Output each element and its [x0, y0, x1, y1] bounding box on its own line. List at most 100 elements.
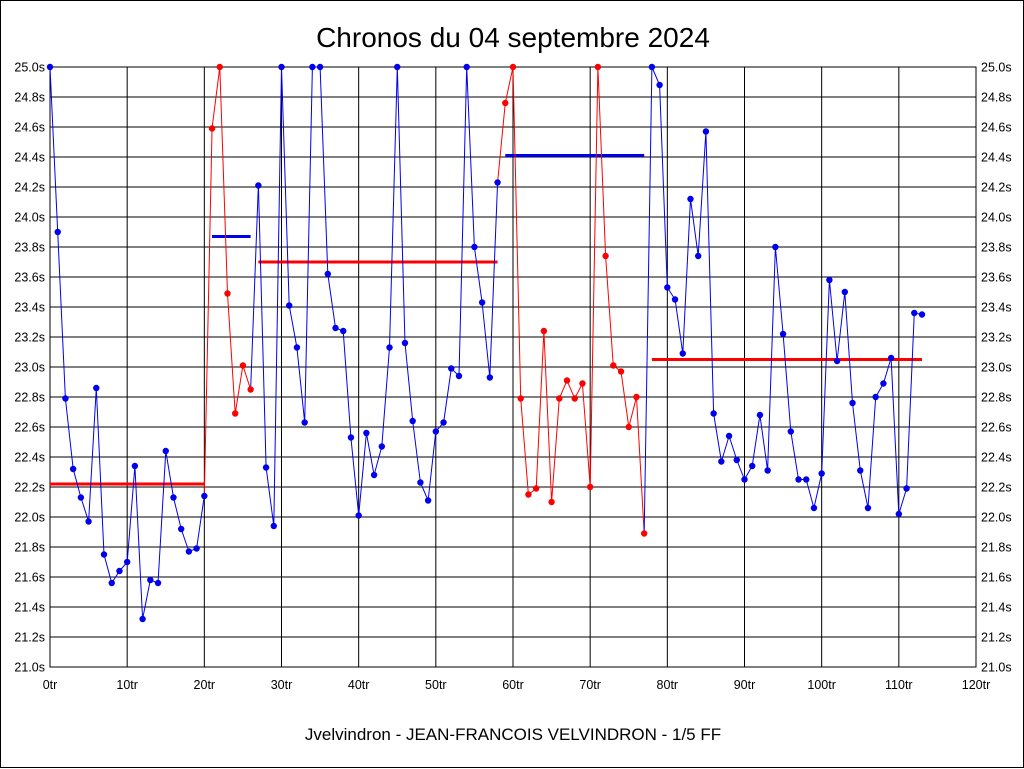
- data-point: [216, 63, 223, 71]
- data-point: [208, 125, 216, 132]
- y-tick-label-left: 24.6s: [14, 121, 45, 135]
- y-tick-label-right: 22.0s: [981, 511, 1012, 525]
- data-point: [610, 362, 617, 369]
- y-tick-label-left: 22.4s: [14, 451, 45, 465]
- y-tick-label-right: 21.4s: [981, 601, 1012, 615]
- data-points: [46, 63, 926, 623]
- data-point: [286, 302, 293, 309]
- data-point: [401, 339, 409, 347]
- data-point: [471, 243, 478, 251]
- data-point: [579, 380, 586, 387]
- data-point: [687, 195, 694, 203]
- data-point: [787, 428, 794, 435]
- x-tick-label: 50tr: [425, 678, 447, 692]
- data-point: [409, 417, 416, 425]
- y-tick-label-left: 22.0s: [14, 511, 45, 525]
- data-point: [918, 311, 926, 318]
- y-tick-label-left: 24.4s: [14, 151, 45, 165]
- data-point: [679, 350, 686, 357]
- data-point: [764, 467, 771, 474]
- y-tick-label-left: 21.2s: [14, 631, 45, 645]
- data-point: [116, 567, 123, 575]
- y-tick-label-left: 21.6s: [14, 571, 45, 585]
- data-point: [849, 399, 856, 407]
- data-point: [887, 354, 895, 362]
- data-point: [93, 384, 100, 392]
- y-tick-label-left: 22.6s: [14, 421, 45, 435]
- data-point: [394, 63, 401, 71]
- data-point: [702, 128, 710, 135]
- data-point: [772, 243, 779, 251]
- tick-labels: 0tr 10tr 20tr 30tr 40tr 50tr 60tr 70tr 80tr 90tr 1…: [14, 61, 1011, 693]
- y-tick-label-left: 25.0s: [14, 61, 45, 75]
- x-tick-label: 20tr: [194, 678, 216, 692]
- y-tick-label-right: 21.2s: [981, 631, 1012, 645]
- y-tick-label-left: 23.2s: [14, 331, 45, 345]
- data-point: [671, 296, 679, 303]
- data-point: [424, 497, 432, 504]
- data-point: [46, 63, 54, 71]
- segment-connector: [497, 102, 506, 183]
- data-point: [710, 410, 717, 417]
- data-point: [324, 270, 331, 278]
- data-point: [301, 419, 308, 426]
- series-line: [651, 66, 923, 515]
- y-tick-label-left: 21.8s: [14, 541, 45, 555]
- data-point: [62, 395, 69, 402]
- data-point: [586, 483, 594, 491]
- data-point: [502, 99, 509, 107]
- x-tick-label: 40tr: [348, 678, 370, 692]
- data-point: [201, 492, 208, 500]
- data-point: [571, 395, 578, 402]
- data-point: [463, 63, 470, 71]
- y-tick-label-left: 24.0s: [14, 211, 45, 225]
- data-point: [880, 380, 887, 387]
- data-point: [911, 309, 918, 317]
- data-point: [741, 476, 748, 483]
- data-point: [316, 63, 324, 71]
- y-tick-label-right: 25.0s: [981, 61, 1012, 75]
- data-point: [347, 434, 355, 441]
- data-point: [340, 327, 347, 335]
- data-point: [278, 63, 285, 71]
- y-tick-label-right: 21.0s: [981, 661, 1012, 675]
- data-point: [170, 494, 177, 501]
- average-lines: [50, 154, 922, 486]
- data-point: [69, 465, 77, 473]
- y-tick-label-left: 23.0s: [14, 361, 45, 375]
- data-point: [131, 462, 139, 470]
- data-point: [756, 411, 764, 419]
- series-lines: [49, 66, 923, 620]
- data-point: [255, 182, 262, 189]
- data-point: [355, 512, 362, 519]
- data-point: [54, 228, 61, 236]
- data-point: [162, 447, 169, 455]
- x-tick-label: 0tr: [43, 678, 58, 692]
- y-tick-label-right: 23.0s: [981, 361, 1012, 375]
- data-point: [108, 579, 115, 587]
- data-point: [532, 485, 540, 492]
- data-point: [486, 374, 494, 381]
- data-point: [725, 432, 733, 440]
- y-tick-label-right: 23.2s: [981, 331, 1012, 345]
- data-point: [664, 284, 671, 291]
- x-tick-label: 10tr: [116, 678, 138, 692]
- x-tick-label: 60tr: [502, 678, 524, 692]
- data-point: [185, 548, 193, 555]
- data-point: [262, 464, 270, 471]
- data-point: [779, 330, 787, 338]
- data-point: [440, 419, 447, 426]
- data-point: [139, 615, 146, 623]
- data-point: [509, 63, 517, 71]
- y-tick-label-left: 21.4s: [14, 601, 45, 615]
- y-tick-label-right: 22.8s: [981, 391, 1012, 405]
- data-point: [517, 395, 524, 402]
- x-tick-label: 120tr: [962, 678, 991, 692]
- data-point: [749, 462, 756, 470]
- data-point: [826, 276, 833, 284]
- y-tick-label-left: 24.8s: [14, 91, 45, 105]
- x-tick-label: 80tr: [657, 678, 679, 692]
- y-tick-label-right: 24.8s: [981, 91, 1012, 105]
- data-point: [224, 290, 231, 297]
